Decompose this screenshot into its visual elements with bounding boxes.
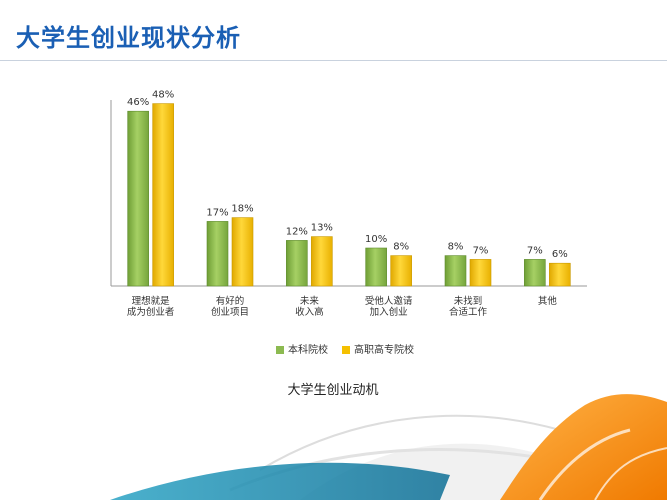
- legend: 本科院校 高职高专院校: [276, 343, 414, 356]
- category-label: 加入创业: [370, 306, 408, 318]
- category-label: 其他: [538, 295, 558, 307]
- category-label: 创业项目: [211, 306, 249, 318]
- category-label: 有好的: [216, 295, 245, 307]
- chart-caption: 大学生创业动机: [287, 382, 378, 398]
- decorative-swooshes: [110, 394, 667, 500]
- data-label: 7%: [473, 245, 489, 256]
- legend-swatch: [342, 346, 350, 354]
- category-label: 成为创业者: [127, 306, 175, 318]
- bar-1-3: [390, 255, 412, 287]
- category-label: 理想就是: [132, 295, 171, 307]
- legend-label: 高职高专院校: [354, 343, 414, 356]
- bar-0-1: [206, 221, 229, 287]
- bar-0-5: [524, 259, 546, 287]
- data-label: 48%: [152, 90, 174, 101]
- data-label: 8%: [448, 242, 464, 253]
- data-label: 18%: [231, 204, 253, 215]
- bar-0-3: [365, 247, 387, 287]
- data-label: 46%: [127, 97, 149, 108]
- category-label: 合适工作: [449, 306, 488, 318]
- category-label: 收入高: [295, 306, 324, 318]
- bar-1-5: [549, 262, 571, 287]
- data-label: 7%: [527, 245, 543, 256]
- category-label: 未找到: [454, 295, 483, 307]
- bar-0-2: [286, 240, 308, 287]
- category-label: 未来: [300, 295, 320, 307]
- slide-title: 大学生创业现状分析: [16, 24, 241, 52]
- title-divider: [0, 60, 667, 61]
- data-label: 6%: [552, 249, 568, 260]
- data-label: 17%: [206, 207, 228, 218]
- category-label: 受他人邀请: [365, 295, 413, 307]
- bar-1-4: [469, 259, 492, 287]
- legend-swatch: [276, 346, 284, 354]
- data-label: 10%: [365, 234, 387, 245]
- bar-1-1: [231, 217, 254, 287]
- data-label: 8%: [393, 242, 409, 253]
- legend-label: 本科院校: [288, 343, 328, 356]
- data-label: 12%: [286, 226, 308, 237]
- bar-0-4: [444, 255, 467, 287]
- bar-1-0: [152, 103, 174, 287]
- data-label: 13%: [311, 223, 333, 234]
- bar-1-2: [311, 236, 333, 287]
- bar-0-0: [127, 110, 149, 287]
